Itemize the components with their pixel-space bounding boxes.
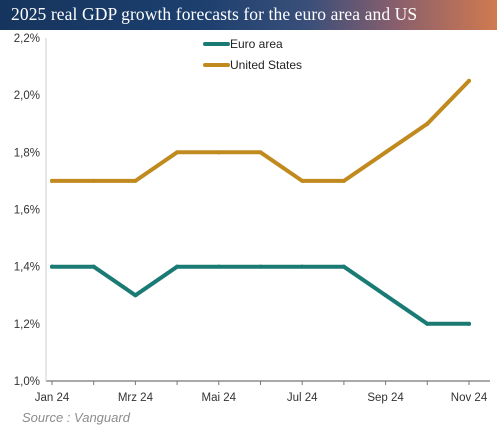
data-point <box>258 150 263 155</box>
data-point <box>383 150 388 155</box>
x-tick-label: Jan 24 <box>35 392 70 404</box>
data-point <box>91 264 96 269</box>
series-line-1 <box>50 78 471 183</box>
data-point <box>425 321 430 326</box>
data-point <box>133 178 138 183</box>
x-tick-label: Sep 24 <box>367 392 404 404</box>
data-point <box>216 150 221 155</box>
data-point <box>383 293 388 298</box>
data-point <box>467 78 471 83</box>
y-tick-label: 2,2% <box>14 33 40 45</box>
chart-title: 2025 real GDP growth forecasts for the e… <box>11 4 418 24</box>
y-tick-label: 2,0% <box>14 90 40 102</box>
x-tick-label: Jul 24 <box>287 392 318 404</box>
data-point <box>258 264 263 269</box>
x-tick-label: Mrz 24 <box>118 392 154 404</box>
data-point <box>341 178 346 183</box>
source-note: Source : Vanguard <box>22 410 130 425</box>
data-point <box>175 150 180 155</box>
y-tick-label: 1,6% <box>14 205 40 217</box>
data-point <box>300 178 305 183</box>
title-bar: 2025 real GDP growth forecasts for the e… <box>0 0 497 30</box>
data-point <box>341 264 346 269</box>
data-point <box>91 178 96 183</box>
y-tick-label: 1,2% <box>14 319 40 331</box>
x-tick-label: Nov 24 <box>451 392 488 404</box>
data-point <box>300 264 305 269</box>
data-point <box>133 293 138 298</box>
data-point <box>175 264 180 269</box>
data-point <box>425 121 430 126</box>
data-point <box>467 321 471 326</box>
y-tick-label: 1,4% <box>14 262 40 274</box>
y-tick-label: 1,8% <box>14 147 40 159</box>
data-point <box>50 178 54 183</box>
legend-label: United States <box>230 58 302 72</box>
data-point <box>50 264 54 269</box>
legend-label: Euro area <box>230 37 283 51</box>
y-tick-label: 1,0% <box>14 376 40 388</box>
series-line-0 <box>50 264 471 326</box>
x-tick-label: Mai 24 <box>202 392 237 404</box>
data-point <box>216 264 221 269</box>
